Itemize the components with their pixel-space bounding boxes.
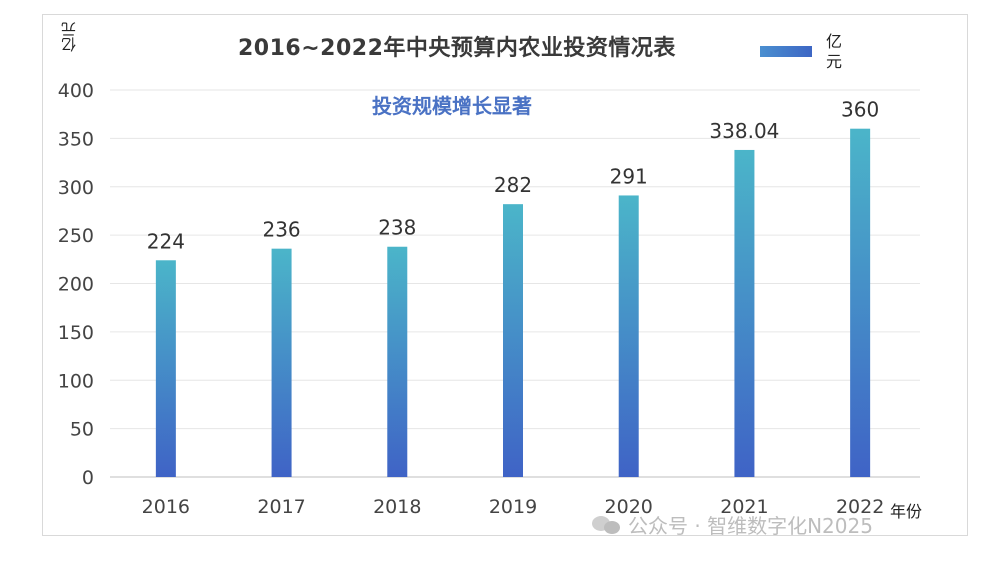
x-tick-label: 2016 — [142, 496, 190, 518]
y-tick-label: 150 — [58, 322, 94, 344]
x-axis-unit: 年份 — [890, 502, 923, 521]
bar-2018 — [387, 246, 408, 477]
y-tick-label: 400 — [58, 80, 94, 102]
data-label-2022: 360 — [841, 98, 879, 122]
x-tick-label: 2018 — [373, 496, 421, 518]
x-tick-label: 2019 — [489, 496, 537, 518]
y-tick-label: 350 — [58, 128, 94, 150]
data-label-2018: 238 — [378, 216, 416, 240]
y-tick-label: 250 — [58, 225, 94, 247]
y-tick-label: 100 — [58, 370, 94, 392]
data-label-2016: 224 — [147, 229, 185, 253]
wechat-icon — [592, 514, 622, 536]
legend-label: 亿元 — [826, 32, 843, 71]
bar-2017 — [271, 248, 292, 477]
bar-2019 — [503, 204, 523, 478]
x-tick-label: 2020 — [605, 496, 653, 518]
data-label-2019: 282 — [494, 173, 532, 197]
x-tick-label: 2021 — [720, 496, 768, 518]
data-label-2021: 338.04 — [709, 119, 779, 143]
y-tick-label: 50 — [70, 419, 94, 441]
data-label-2020: 291 — [610, 164, 648, 188]
watermark: 公众号 · 智维数字化N2025 — [592, 510, 873, 539]
bar-2021 — [734, 149, 755, 478]
watermark-text: 公众号 · 智维数字化N2025 — [628, 514, 873, 538]
legend: 亿元 — [760, 32, 844, 72]
bar-2022 — [850, 128, 871, 477]
chart-title: 2016~2022年中央预算内农业投资情况表 — [238, 36, 676, 61]
y-axis-unit: 亿元 — [60, 22, 78, 52]
y-tick-label: 200 — [58, 274, 94, 296]
bar-2016 — [155, 260, 176, 477]
legend-swatch — [760, 46, 812, 57]
x-tick-label: 2022 — [836, 496, 884, 518]
data-label-2017: 236 — [262, 218, 300, 242]
chart-subtitle: 投资规模增长显著 — [372, 94, 532, 118]
bar-2020 — [618, 195, 639, 477]
y-tick-label: 0 — [82, 467, 94, 489]
y-tick-label: 300 — [58, 177, 94, 199]
x-tick-label: 2017 — [257, 496, 305, 518]
